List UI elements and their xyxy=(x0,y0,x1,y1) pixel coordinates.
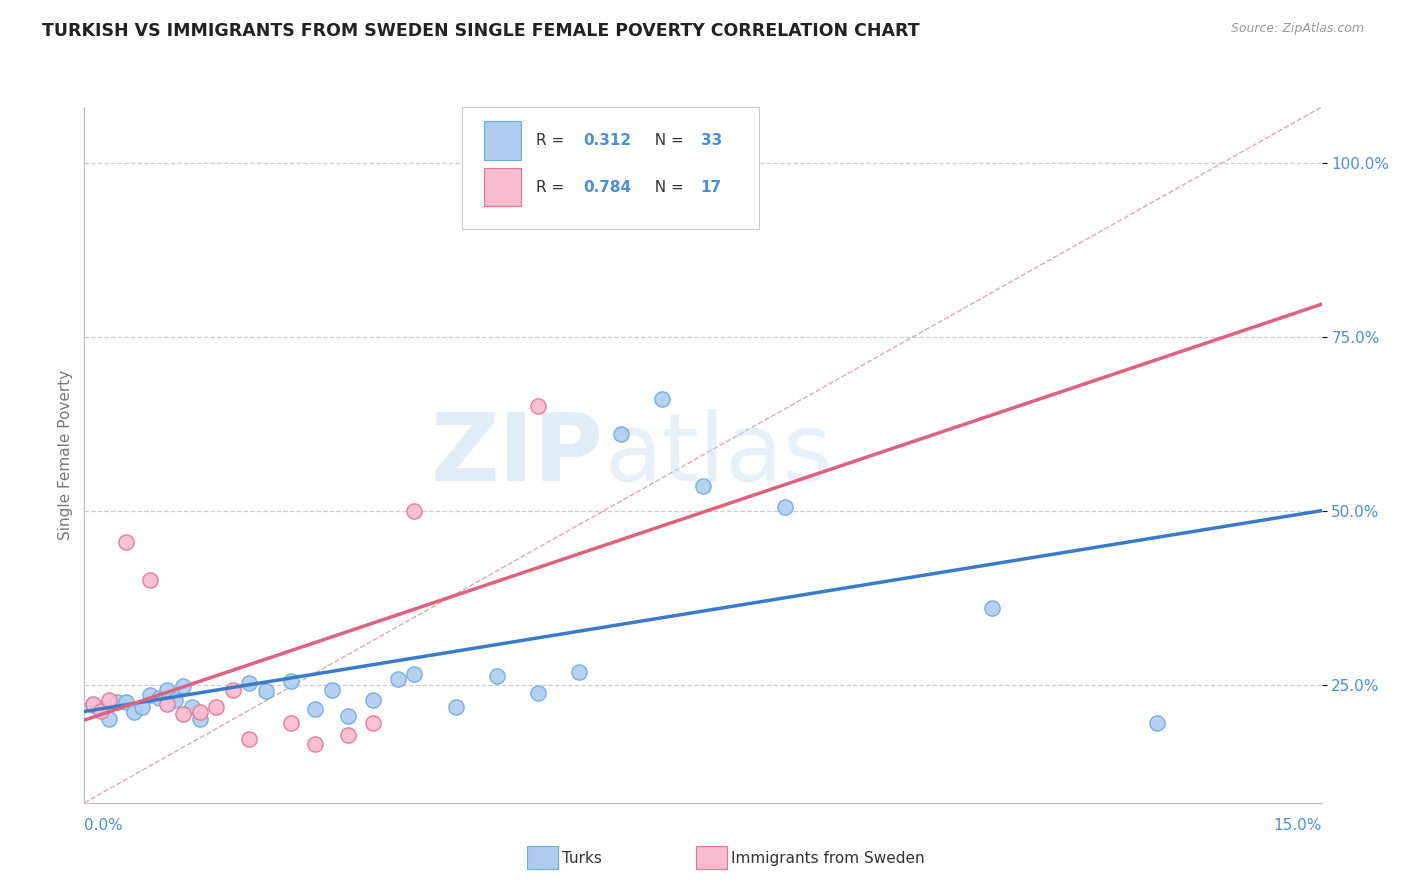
Point xyxy=(254,684,277,698)
Point xyxy=(238,676,260,690)
Text: atlas: atlas xyxy=(605,409,832,501)
Point xyxy=(82,697,104,711)
Point xyxy=(131,699,153,714)
Point xyxy=(172,679,194,693)
Text: 17: 17 xyxy=(700,179,721,194)
Point xyxy=(98,693,121,707)
Point xyxy=(90,704,112,718)
Point xyxy=(139,688,162,702)
Point xyxy=(156,683,179,698)
Point xyxy=(222,683,245,698)
Point xyxy=(139,573,162,587)
Point xyxy=(692,479,714,493)
Point xyxy=(180,699,202,714)
Text: 0.312: 0.312 xyxy=(583,133,631,148)
Point xyxy=(444,699,467,714)
Point xyxy=(651,392,673,407)
Text: TURKISH VS IMMIGRANTS FROM SWEDEN SINGLE FEMALE POVERTY CORRELATION CHART: TURKISH VS IMMIGRANTS FROM SWEDEN SINGLE… xyxy=(42,22,920,40)
Text: 0.0%: 0.0% xyxy=(84,818,124,832)
Text: N =: N = xyxy=(645,133,689,148)
Point xyxy=(122,706,145,720)
Point xyxy=(280,674,302,689)
Point xyxy=(609,427,631,442)
FancyBboxPatch shape xyxy=(461,107,759,229)
Point xyxy=(114,534,136,549)
Point xyxy=(105,695,128,709)
Text: N =: N = xyxy=(645,179,689,194)
Point xyxy=(156,697,179,711)
Point xyxy=(114,695,136,709)
Text: R =: R = xyxy=(536,179,569,194)
Bar xyxy=(484,168,522,206)
Point xyxy=(148,691,170,706)
Text: Immigrants from Sweden: Immigrants from Sweden xyxy=(731,851,925,865)
Point xyxy=(527,686,550,700)
Point xyxy=(188,706,211,720)
Point xyxy=(90,702,112,716)
Text: ZIP: ZIP xyxy=(432,409,605,501)
Text: 15.0%: 15.0% xyxy=(1274,818,1322,832)
Point xyxy=(238,731,260,746)
Point xyxy=(205,699,228,714)
Point xyxy=(165,693,187,707)
Point xyxy=(304,702,326,716)
Text: 33: 33 xyxy=(700,133,721,148)
Text: Source: ZipAtlas.com: Source: ZipAtlas.com xyxy=(1230,22,1364,36)
Point xyxy=(485,669,508,683)
Point xyxy=(980,601,1002,615)
Y-axis label: Single Female Poverty: Single Female Poverty xyxy=(58,370,73,540)
Point xyxy=(82,698,104,713)
Text: Turks: Turks xyxy=(562,851,602,865)
Point xyxy=(337,708,360,723)
Point xyxy=(527,399,550,413)
Point xyxy=(568,665,591,679)
Text: 0.784: 0.784 xyxy=(583,179,631,194)
Point xyxy=(387,672,409,686)
Point xyxy=(98,712,121,726)
Point xyxy=(188,712,211,726)
Point xyxy=(404,503,426,517)
Point xyxy=(337,728,360,742)
Bar xyxy=(484,121,522,160)
Text: R =: R = xyxy=(536,133,569,148)
Point xyxy=(321,683,343,698)
Point xyxy=(361,693,384,707)
Point xyxy=(775,500,797,514)
Point xyxy=(304,737,326,751)
Point xyxy=(404,667,426,681)
Point xyxy=(1146,715,1168,730)
Point xyxy=(280,715,302,730)
Point xyxy=(361,715,384,730)
Point xyxy=(172,706,194,721)
